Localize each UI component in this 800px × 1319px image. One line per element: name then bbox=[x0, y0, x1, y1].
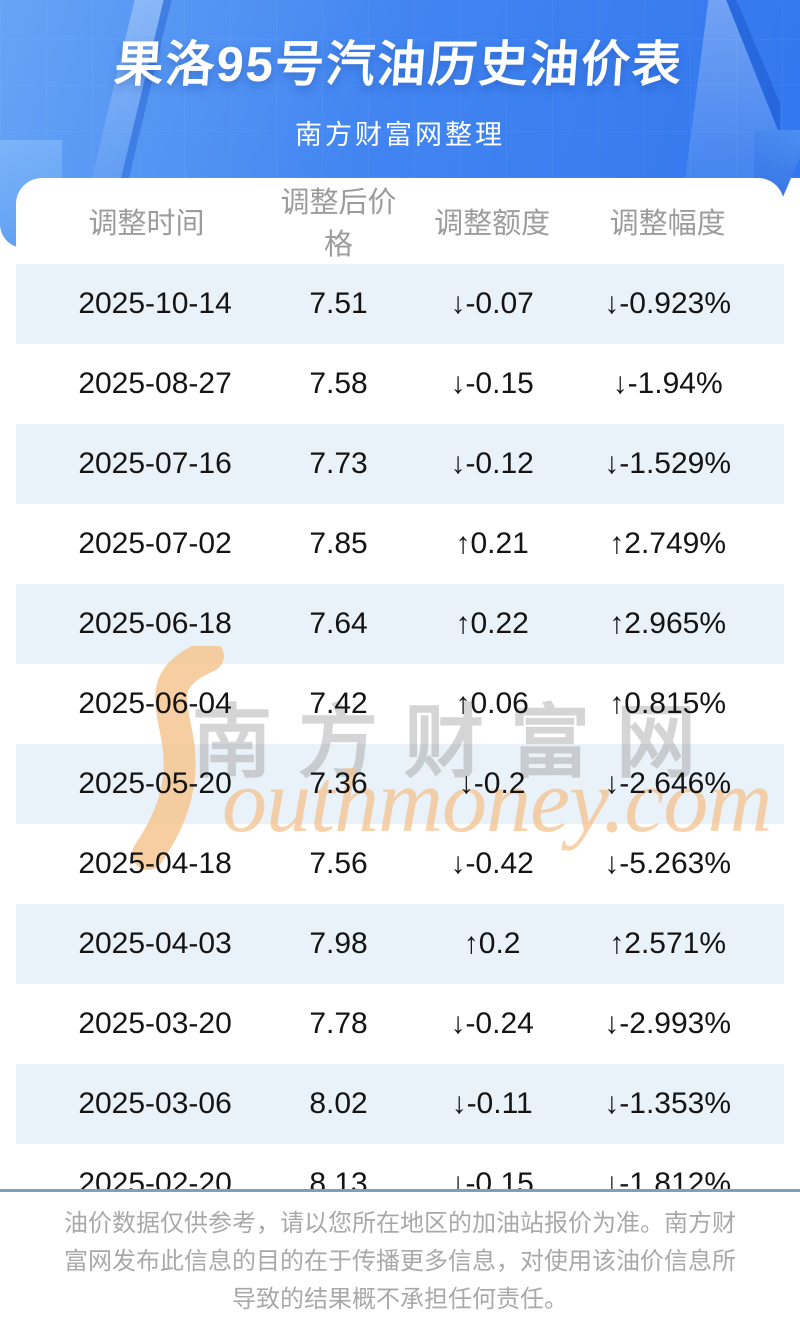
price-table-card: 调整时间 调整后价格 调整额度 调整幅度 2025-10-14 7.51 ↓-0.0… bbox=[16, 178, 784, 1189]
cell-adjusted-price: 7.36 bbox=[309, 767, 368, 800]
cell-adjust-date: 2025-07-16 bbox=[78, 447, 232, 480]
cell-adjust-date: 2025-04-03 bbox=[78, 927, 232, 960]
cell-adjust-date: 2025-08-27 bbox=[78, 367, 232, 400]
column-header-adjust-range: 调整幅度 bbox=[609, 208, 726, 240]
cell-adjust-amount: ↓-0.42 bbox=[450, 847, 534, 880]
cell-adjust-amount: ↑0.06 bbox=[455, 687, 529, 720]
cell-adjust-date: 2025-05-20 bbox=[78, 767, 232, 800]
table-row: 2025-03-20 7.78 ↓-0.24 ↓-2.993% bbox=[16, 984, 784, 1064]
cell-adjusted-price: 8.13 bbox=[309, 1167, 368, 1189]
cell-adjust-range: ↓-5.263% bbox=[604, 847, 732, 880]
table-row: 2025-03-06 8.02 ↓-0.11 ↓-1.353% bbox=[16, 1064, 784, 1144]
cell-adjusted-price: 7.85 bbox=[309, 527, 368, 560]
column-header-adjust-time: 调整时间 bbox=[88, 208, 205, 240]
column-header-adjust-amount: 调整额度 bbox=[434, 208, 551, 240]
table-row: 2025-06-18 7.64 ↑0.22 ↑2.965% bbox=[16, 584, 784, 664]
cell-adjust-range: ↓-0.923% bbox=[604, 287, 732, 320]
cell-adjust-range: ↓-1.529% bbox=[604, 447, 732, 480]
cell-adjust-range: ↑2.965% bbox=[609, 607, 727, 640]
table-row: 2025-07-16 7.73 ↓-0.12 ↓-1.529% bbox=[16, 424, 784, 504]
cell-adjusted-price: 7.51 bbox=[309, 287, 368, 320]
table-row: 2025-04-18 7.56 ↓-0.42 ↓-5.263% bbox=[16, 824, 784, 904]
cell-adjusted-price: 8.02 bbox=[309, 1087, 368, 1120]
cell-adjust-date: 2025-06-04 bbox=[78, 687, 232, 720]
cell-adjust-range: ↓-1.353% bbox=[604, 1087, 732, 1120]
table-row: 2025-08-27 7.58 ↓-0.15 ↓-1.94% bbox=[16, 344, 784, 424]
cell-adjust-date: 2025-10-14 bbox=[78, 287, 232, 320]
disclaimer-text: 油价数据仅供参考，请以您所在地区的加油站报价为准。南方财富网发布此信息的目的在于… bbox=[64, 1210, 736, 1313]
cell-adjusted-price: 7.64 bbox=[309, 607, 368, 640]
cell-adjust-amount: ↓-0.24 bbox=[450, 1007, 534, 1040]
cell-adjusted-price: 7.98 bbox=[309, 927, 368, 960]
cell-adjusted-price: 7.58 bbox=[309, 367, 368, 400]
hero-banner: 果洛95号汽油历史油价表 南方财富网整理 bbox=[0, 0, 800, 178]
cell-adjusted-price: 7.73 bbox=[309, 447, 368, 480]
price-table: 调整时间 调整后价格 调整额度 调整幅度 2025-10-14 7.51 ↓-0.0… bbox=[16, 178, 784, 1189]
cell-adjusted-price: 7.42 bbox=[309, 687, 368, 720]
cell-adjust-amount: ↑0.21 bbox=[455, 527, 529, 560]
cell-adjust-range: ↑0.815% bbox=[609, 687, 727, 720]
footer-disclaimer: 油价数据仅供参考，请以您所在地区的加油站报价为准。南方财富网发布此信息的目的在于… bbox=[0, 1192, 800, 1319]
cell-adjust-amount: ↓-0.07 bbox=[450, 287, 534, 320]
cell-adjust-amount: ↓-0.12 bbox=[450, 447, 534, 480]
column-header-adjusted-price: 调整后价格 bbox=[280, 187, 397, 261]
cell-adjust-range: ↓-2.993% bbox=[604, 1007, 732, 1040]
cell-adjust-range: ↓-1.94% bbox=[612, 367, 723, 400]
cell-adjust-amount: ↓-0.11 bbox=[451, 1087, 533, 1120]
cell-adjust-range: ↑2.749% bbox=[609, 527, 727, 560]
cell-adjust-amount: ↑0.2 bbox=[463, 927, 521, 960]
cell-adjust-amount: ↑0.22 bbox=[455, 607, 529, 640]
footer-divider bbox=[0, 1189, 800, 1192]
table-header-row: 调整时间 调整后价格 调整额度 调整幅度 bbox=[16, 178, 784, 264]
cell-adjust-range: ↑2.571% bbox=[609, 927, 727, 960]
cell-adjusted-price: 7.56 bbox=[309, 847, 368, 880]
cell-adjust-date: 2025-03-20 bbox=[78, 1007, 232, 1040]
cell-adjust-amount: ↓-0.2 bbox=[458, 767, 526, 800]
cell-adjust-range: ↓-1.812% bbox=[604, 1167, 732, 1189]
table-row: 2025-02-20 8.13 ↓-0.15 ↓-1.812% bbox=[16, 1144, 784, 1189]
cell-adjust-amount: ↓-0.15 bbox=[450, 367, 534, 400]
cell-adjust-date: 2025-07-02 bbox=[78, 527, 232, 560]
cell-adjust-date: 2025-03-06 bbox=[78, 1087, 232, 1120]
table-row: 2025-07-02 7.85 ↑0.21 ↑2.749% bbox=[16, 504, 784, 584]
table-row: 2025-06-04 7.42 ↑0.06 ↑0.815% bbox=[16, 664, 784, 744]
table-row: 2025-10-14 7.51 ↓-0.07 ↓-0.923% bbox=[16, 264, 784, 344]
cell-adjusted-price: 7.78 bbox=[309, 1007, 368, 1040]
cell-adjust-amount: ↓-0.15 bbox=[450, 1167, 534, 1189]
cell-adjust-date: 2025-06-18 bbox=[78, 607, 232, 640]
table-row: 2025-04-03 7.98 ↑0.2 ↑2.571% bbox=[16, 904, 784, 984]
cell-adjust-range: ↓-2.646% bbox=[604, 767, 732, 800]
cell-adjust-date: 2025-02-20 bbox=[78, 1167, 232, 1189]
page-title: 果洛95号汽油历史油价表 bbox=[112, 38, 685, 92]
cell-adjust-date: 2025-04-18 bbox=[78, 847, 232, 880]
table-row: 2025-05-20 7.36 ↓-0.2 ↓-2.646% bbox=[16, 744, 784, 824]
page-subtitle: 南方财富网整理 bbox=[295, 120, 505, 150]
